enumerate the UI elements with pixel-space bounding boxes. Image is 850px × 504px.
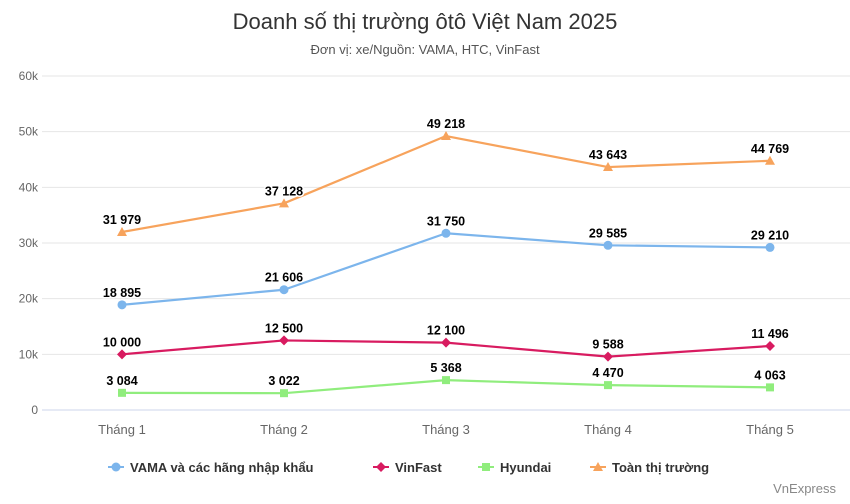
data-point	[603, 351, 613, 362]
x-tick-label: Tháng 2	[260, 422, 308, 437]
data-point	[603, 240, 613, 250]
data-label: 21 606	[265, 271, 303, 285]
series-to-n-th-tr-ng: 31 979 37 128 49 218 43 643 44 769	[101, 116, 791, 236]
legend-item: VinFast	[373, 460, 442, 475]
legend-label: Toàn thị trường	[612, 460, 709, 475]
series-vama-v-c-c-h-ng-nh-p-kh-u: 18 895 21 606 31 750 29 585 29 210	[101, 213, 791, 310]
y-tick-label: 0	[31, 403, 38, 417]
legend: VAMA và các hãng nhập khẩu VinFast Hyundai…	[108, 460, 709, 475]
data-point	[765, 341, 775, 352]
data-label: 31 979	[103, 213, 141, 227]
data-point	[279, 335, 289, 346]
y-tick-label: 20k	[19, 292, 39, 306]
data-label: 37 128	[265, 184, 303, 198]
legend-label: Hyundai	[500, 460, 551, 475]
series-vinfast: 10 000 12 500 12 100 9 588 11 496	[101, 320, 790, 362]
data-point	[603, 162, 613, 172]
data-point	[766, 383, 774, 392]
data-label: 10 000	[103, 335, 141, 349]
y-tick-label: 30k	[19, 236, 39, 250]
data-label: 43 643	[589, 148, 627, 162]
data-point	[442, 376, 450, 385]
series-hyundai: 3 084 3 022 5 368 4 470 4 063	[105, 360, 787, 398]
data-label: 3 022	[268, 374, 299, 388]
data-point	[118, 388, 126, 397]
data-label: 3 084	[106, 374, 137, 388]
data-label: 9 588	[592, 338, 623, 352]
data-label: 44 769	[751, 142, 789, 156]
y-tick-label: 10k	[19, 347, 39, 361]
x-tick-label: Tháng 3	[422, 422, 470, 437]
legend-marker	[482, 463, 490, 471]
x-tick-label: Tháng 4	[584, 422, 632, 437]
x-tick-label: Tháng 1	[98, 422, 146, 437]
x-tick-label: Tháng 5	[746, 422, 794, 437]
x-axis-labels: Tháng 1 Tháng 2 Tháng 3 Tháng 4 Tháng 5	[98, 422, 794, 437]
y-gridlines: 0 10k 20k 30k 40k 50k 60k	[19, 69, 850, 417]
chart-title: Doanh số thị trường ôtô Việt Nam 2025	[232, 9, 618, 34]
data-label: 4 063	[754, 368, 785, 382]
data-label: 18 895	[103, 286, 141, 300]
data-label: 29 585	[589, 226, 627, 240]
series-line	[120, 232, 772, 306]
chart-subtitle: Đơn vị: xe/Nguồn: VAMA, HTC, VinFast	[310, 42, 540, 57]
data-point	[441, 337, 451, 348]
data-label: 12 100	[427, 324, 465, 338]
data-point	[765, 242, 775, 252]
legend-marker	[593, 462, 603, 471]
legend-item: Hyundai	[478, 460, 551, 475]
legend-marker	[111, 462, 121, 472]
y-tick-label: 50k	[19, 125, 39, 139]
data-label: 29 210	[751, 228, 789, 242]
data-point	[280, 389, 288, 398]
data-label: 11 496	[751, 327, 789, 341]
data-label: 12 500	[265, 321, 303, 335]
legend-item: Toàn thị trường	[590, 460, 709, 475]
legend-label: VAMA và các hãng nhập khẩu	[130, 460, 314, 475]
y-tick-label: 40k	[19, 180, 39, 194]
data-point	[604, 381, 612, 390]
data-label: 49 218	[427, 117, 465, 131]
data-point	[279, 198, 289, 208]
data-label: 4 470	[592, 366, 623, 380]
data-label: 31 750	[427, 214, 465, 228]
data-point	[117, 300, 127, 310]
data-point	[441, 131, 451, 141]
data-point	[765, 155, 775, 165]
data-label: 5 368	[430, 361, 461, 375]
legend-marker	[376, 462, 386, 472]
data-point	[117, 349, 127, 360]
data-point	[441, 228, 451, 238]
legend-item: VAMA và các hãng nhập khẩu	[108, 460, 314, 475]
legend-label: VinFast	[395, 460, 442, 475]
source-credit: VnExpress	[773, 481, 836, 496]
data-point	[117, 226, 127, 236]
y-tick-label: 60k	[19, 69, 39, 83]
data-point	[279, 285, 289, 295]
